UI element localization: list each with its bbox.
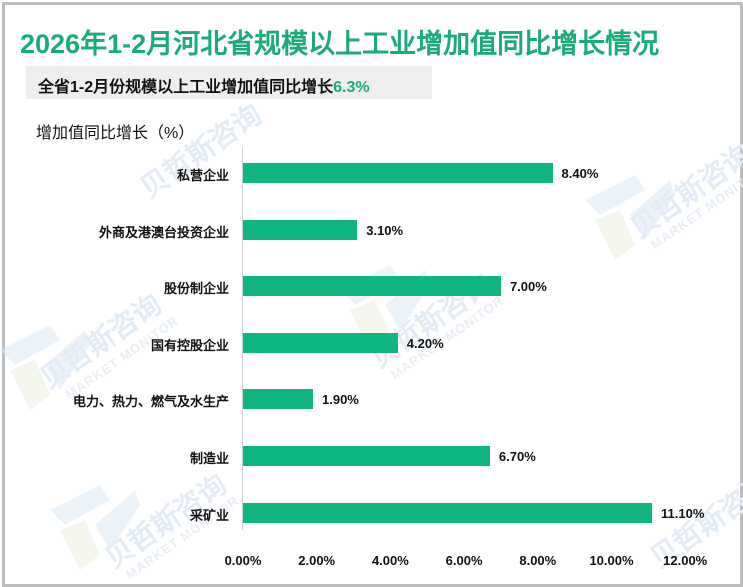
- category-label: 私营企业: [176, 168, 229, 183]
- subtitle-box: 全省1-2月份规模以上工业增加值同比增长6.3%: [26, 66, 432, 99]
- y-axis-line: [242, 147, 243, 530]
- value-label: 11.10%: [661, 506, 705, 521]
- x-tick-label: 0.00%: [224, 553, 262, 568]
- x-tick-label: 2.00%: [298, 553, 336, 568]
- subtitle-highlight: 6.3%: [333, 79, 370, 96]
- x-tick-label: 12.00%: [663, 553, 708, 568]
- value-label: 7.00%: [509, 279, 547, 294]
- x-tick-label: 8.00%: [519, 553, 557, 568]
- bar: [243, 503, 653, 523]
- x-tick-label: 10.00%: [589, 553, 634, 568]
- value-label: 3.10%: [366, 223, 404, 238]
- value-label: 8.40%: [561, 166, 599, 181]
- category-label: 外商及港澳台投资企业: [98, 225, 229, 240]
- category-label: 制造业: [189, 451, 229, 466]
- bar: [243, 163, 553, 183]
- subtitle-text: 全省1-2月份规模以上工业增加值同比增长: [38, 79, 334, 96]
- bar: [243, 389, 313, 409]
- value-label: 4.20%: [406, 336, 444, 351]
- value-label: 6.70%: [498, 449, 536, 464]
- x-tick-label: 4.00%: [371, 553, 409, 568]
- category-label: 电力、热力、燃气及水生产: [72, 394, 229, 409]
- bar: [243, 276, 501, 296]
- category-label: 国有控股企业: [150, 338, 229, 353]
- y-axis-label: 增加值同比增长（%）: [36, 125, 195, 142]
- chart-title: 2026年1-2月河北省规模以上工业增加值同比增长情况: [20, 29, 660, 59]
- category-label: 采矿业: [189, 508, 229, 523]
- value-label: 1.90%: [322, 392, 359, 407]
- category-label: 股份制企业: [163, 281, 229, 296]
- bar: [243, 446, 490, 466]
- bar: [243, 220, 358, 240]
- subtitle: 全省1-2月份规模以上工业增加值同比增长6.3%: [38, 73, 370, 97]
- x-tick-label: 6.00%: [445, 553, 483, 568]
- bar: [243, 333, 398, 353]
